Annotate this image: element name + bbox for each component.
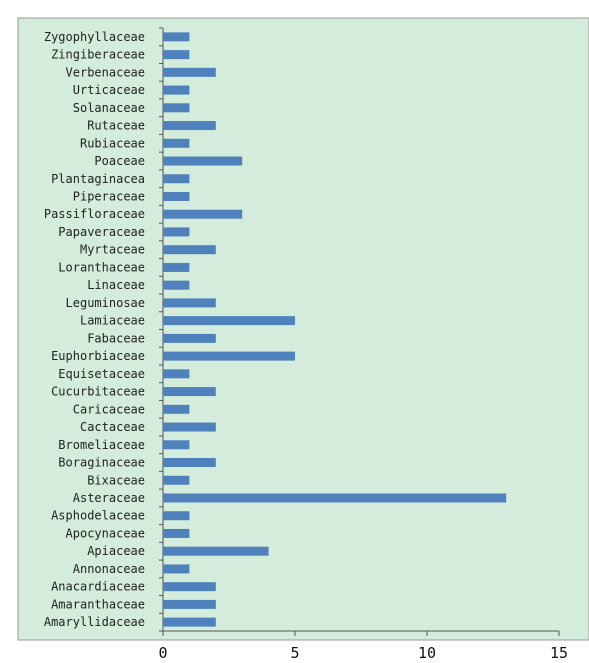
category-label: Leguminosae — [66, 296, 145, 310]
bar-zygophyllaceae — [163, 32, 190, 42]
category-label: Rutaceae — [87, 119, 145, 133]
bar-papaveraceae — [163, 227, 190, 237]
bar-anacardiaceae — [163, 582, 216, 592]
bar-bromeliaceae — [163, 440, 190, 450]
category-label: Apocynaceae — [66, 526, 145, 540]
bar-apocynaceae — [163, 528, 190, 538]
category-label: Asphodelaceae — [51, 509, 145, 523]
category-label: Lamiaceae — [80, 314, 145, 328]
bar-rutaceae — [163, 121, 216, 131]
x-tick-label: 10 — [418, 644, 436, 662]
bar-bixaceae — [163, 475, 190, 485]
bar-urticaceae — [163, 85, 190, 95]
bar-boraginaceae — [163, 458, 216, 468]
category-label: Amaranthaceae — [51, 597, 145, 611]
category-label: Rubiaceae — [80, 136, 145, 150]
category-label: Linaceae — [87, 278, 145, 292]
category-label: Fabaceae — [87, 331, 145, 345]
bar-solanaceae — [163, 103, 190, 113]
category-label: Annonaceae — [73, 562, 145, 576]
bar-apiaceae — [163, 546, 269, 556]
category-label: Urticaceae — [73, 83, 145, 97]
category-label: Bixaceae — [87, 473, 145, 487]
bar-annonaceae — [163, 564, 190, 574]
bar-loranthaceae — [163, 262, 190, 272]
bar-piperaceae — [163, 191, 190, 201]
category-label: Equisetaceae — [58, 367, 145, 381]
category-label: Papaveraceae — [58, 225, 145, 239]
bar-lamiaceae — [163, 316, 295, 326]
category-label: Boraginaceae — [58, 456, 145, 470]
bar-fabaceae — [163, 333, 216, 343]
category-label: Apiaceae — [87, 544, 145, 558]
bar-myrtaceae — [163, 245, 216, 255]
category-label: Cucurbitaceae — [51, 385, 145, 399]
bar-amaranthaceae — [163, 599, 216, 609]
category-label: Solanaceae — [73, 101, 145, 115]
category-label: Loranthaceae — [58, 260, 145, 274]
bar-asphodelaceae — [163, 511, 190, 521]
category-label: Passifloraceae — [44, 207, 145, 221]
bar-cucurbitaceae — [163, 387, 216, 397]
category-label: Poaceae — [94, 154, 145, 168]
category-label: Plantaginacea — [51, 172, 145, 186]
bar-passifloraceae — [163, 209, 243, 219]
category-label: Euphorbiaceae — [51, 349, 145, 363]
bar-verbenaceae — [163, 67, 216, 77]
bar-cactaceae — [163, 422, 216, 432]
bar-caricaceae — [163, 404, 190, 414]
category-label: Myrtaceae — [80, 243, 145, 257]
bar-zingiberaceae — [163, 50, 190, 60]
x-tick-label: 0 — [158, 644, 167, 662]
category-label: Zingiberaceae — [51, 48, 145, 62]
x-tick-label: 15 — [550, 644, 568, 662]
category-label: Cactaceae — [80, 420, 145, 434]
category-label: Zygophyllaceae — [44, 30, 145, 44]
bar-euphorbiaceae — [163, 351, 295, 361]
category-label: Caricaceae — [73, 402, 145, 416]
x-tick-label: 5 — [290, 644, 299, 662]
bar-linaceae — [163, 280, 190, 290]
category-label: Anacardiaceae — [51, 580, 145, 594]
bar-plantaginacea — [163, 174, 190, 184]
bar-poaceae — [163, 156, 243, 166]
bar-asteraceae — [163, 493, 507, 503]
category-label: Verbenaceae — [66, 65, 145, 79]
bar-leguminosae — [163, 298, 216, 308]
bar-equisetaceae — [163, 369, 190, 379]
category-label: Amaryllidaceae — [44, 615, 145, 629]
category-label: Piperaceae — [73, 189, 145, 203]
category-label: Bromeliaceae — [58, 438, 145, 452]
category-label: Asteraceae — [73, 491, 145, 505]
plot-area — [17, 17, 589, 641]
bar-rubiaceae — [163, 138, 190, 148]
bar-amaryllidaceae — [163, 617, 216, 627]
